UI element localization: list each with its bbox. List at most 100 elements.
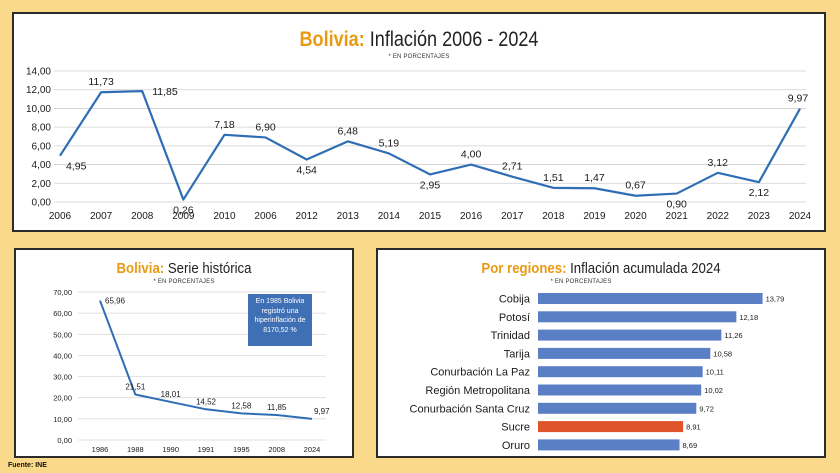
- y-tick-label: 8,00: [32, 123, 52, 134]
- y-tick-label: 2,00: [32, 179, 52, 190]
- bar: [538, 293, 763, 304]
- x-tick-label: 2014: [378, 211, 401, 222]
- x-tick-label: 2010: [213, 211, 236, 222]
- x-tick-label: 1988: [127, 445, 144, 454]
- x-tick-label: 2022: [707, 211, 730, 222]
- category-label: Conurbación La Paz: [430, 367, 530, 379]
- data-label: 8,69: [683, 441, 698, 450]
- x-tick-label: 2009: [172, 211, 195, 222]
- category-label: Sucre: [501, 422, 530, 434]
- main-inflation-panel: Bolivia: Inflación 2006 - 2024 * EN PORC…: [12, 12, 826, 232]
- x-tick-label: 2015: [419, 211, 442, 222]
- data-label: 0,26: [173, 205, 194, 217]
- hyperinflation-note: En 1985 Bolivia registró una hiperinflac…: [248, 294, 312, 346]
- y-tick-label: 10,00: [53, 415, 72, 424]
- y-tick-label: 10,00: [26, 104, 51, 115]
- category-label: Región Metropolitana: [425, 385, 530, 397]
- main-line-chart: 0,00 2,00 4,00 6,00 8,00 10,00 12,00 14,00 2006 2…: [26, 67, 812, 223]
- y-tick-label: 20,00: [53, 394, 72, 403]
- data-label: 11,26: [724, 331, 742, 340]
- x-tick-label: 2024: [304, 445, 321, 454]
- x-tick-label: 2006: [254, 211, 277, 222]
- data-label: 1,51: [543, 172, 564, 184]
- data-label: 10,11: [706, 368, 724, 377]
- bar: [538, 347, 711, 359]
- data-label: 8,91: [686, 423, 701, 432]
- regions-panel: Por regiones: Inflación acumulada 2024 *…: [376, 248, 826, 458]
- category-label: Tarija: [504, 348, 531, 360]
- x-tick-label: 2012: [296, 211, 319, 222]
- data-label: 4,00: [461, 149, 482, 161]
- x-tick-label: 2020: [624, 211, 647, 222]
- x-tick-label: 2024: [789, 211, 812, 222]
- bar: [538, 421, 684, 433]
- data-label: 12,58: [231, 401, 252, 410]
- data-label: 10,58: [713, 349, 732, 358]
- category-label: Cobija: [499, 294, 531, 306]
- category-label: Potosí: [499, 312, 530, 324]
- x-tick-label: 2018: [542, 211, 565, 222]
- data-label: 9,97: [314, 407, 330, 416]
- regions-bar-chart: Cobija 13,79 Potosí 12,18 Trinidad 11,26 Tarij…: [410, 293, 785, 452]
- bar: [538, 329, 722, 341]
- x-tick-label: 2017: [501, 211, 524, 222]
- data-label: 65,96: [105, 297, 126, 306]
- bar: [538, 402, 697, 414]
- data-label: 0,67: [625, 180, 646, 192]
- x-tick-label: 2016: [460, 211, 483, 222]
- y-tick-label: 12,00: [26, 85, 51, 96]
- x-tick-label: 1986: [92, 445, 109, 454]
- data-label: 2,71: [502, 161, 523, 173]
- x-tick-label: 2019: [583, 211, 606, 222]
- category-label: Trinidad: [491, 330, 530, 342]
- data-label: 13,79: [766, 295, 785, 304]
- x-tick-label: 1991: [198, 445, 215, 454]
- bar: [538, 311, 737, 323]
- bar: [538, 366, 703, 378]
- regions-chart-title: Por regiones: Inflación acumulada 2024: [481, 260, 721, 277]
- data-label: 2,95: [420, 179, 441, 191]
- bar: [538, 439, 680, 451]
- data-label: 4,54: [296, 165, 317, 177]
- data-label: 12,18: [739, 313, 758, 322]
- x-tick-label: 1990: [162, 445, 179, 454]
- series-line: [99, 300, 313, 420]
- data-label: 18,01: [161, 390, 182, 399]
- x-tick-label: 2007: [90, 211, 113, 222]
- data-label: 21,51: [125, 383, 146, 392]
- x-tick-label: 1995: [233, 445, 250, 454]
- source-note: Fuente: INE: [8, 462, 47, 469]
- historic-chart-title: Bolivia: Serie histórica: [116, 260, 252, 277]
- data-label: 9,72: [699, 404, 714, 413]
- category-label: Oruro: [502, 440, 530, 452]
- data-label: 4,95: [66, 161, 87, 173]
- y-tick-label: 70,00: [53, 288, 72, 297]
- data-label: 1,47: [584, 172, 605, 184]
- x-tick-label: 2021: [666, 211, 689, 222]
- y-tick-label: 40,00: [53, 351, 72, 360]
- data-label: 10,02: [704, 386, 723, 395]
- data-label: 0,90: [666, 199, 687, 211]
- y-tick-label: 50,00: [53, 330, 72, 339]
- historic-line-chart: 0,00 10,00 20,00 30,00 40,00 50,00 60,00 70,00 1…: [53, 288, 330, 454]
- main-chart-subtitle: * EN PORCENTAJES: [388, 54, 450, 60]
- bar: [538, 384, 702, 396]
- historic-series-panel: Bolivia: Serie histórica * EN PORCENTAJE…: [14, 248, 354, 458]
- data-label: 11,73: [88, 76, 114, 88]
- data-label: 11,85: [152, 86, 178, 98]
- x-tick-label: 2006: [49, 211, 72, 222]
- category-label: Conurbación Santa Cruz: [410, 403, 530, 415]
- x-tick-label: 2008: [268, 445, 285, 454]
- regions-chart-subtitle: * EN PORCENTAJES: [550, 279, 612, 285]
- y-tick-label: 30,00: [53, 373, 72, 382]
- data-label: 6,90: [255, 121, 276, 133]
- main-chart-title: Bolivia: Inflación 2006 - 2024: [299, 28, 539, 51]
- x-tick-label: 2008: [131, 211, 154, 222]
- y-tick-label: 60,00: [53, 309, 72, 318]
- series-line: [59, 90, 801, 201]
- y-tick-label: 4,00: [32, 160, 52, 171]
- data-label: 2,12: [749, 187, 770, 199]
- data-label: 11,85: [267, 403, 287, 412]
- data-label: 5,19: [379, 137, 400, 149]
- x-tick-label: 2023: [748, 211, 771, 222]
